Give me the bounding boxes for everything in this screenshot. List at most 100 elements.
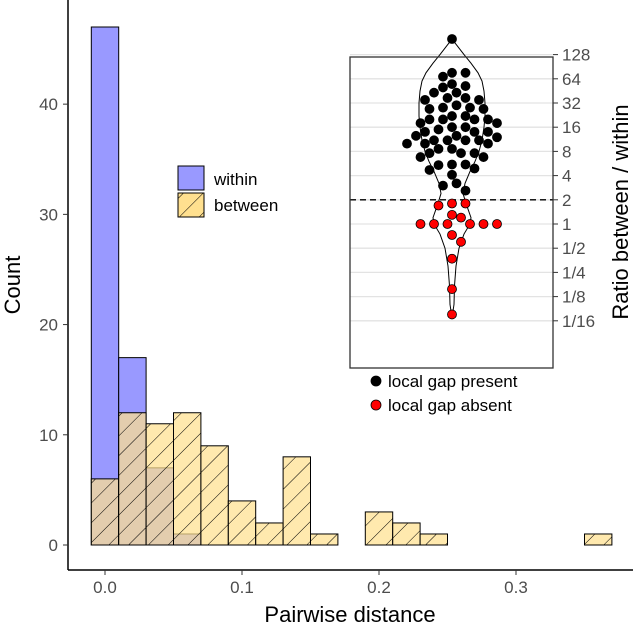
inset-violin-plot: 128 64 32 16 8 4 2 1 1/2 1/4 1/8 1/16 Ratio between …: [349, 34, 633, 415]
point-gap-present: [460, 111, 471, 121]
point-gap-present: [483, 138, 493, 149]
point-gap-present: [451, 87, 462, 98]
point-gap-present: [433, 160, 444, 171]
point-gap-absent: [447, 284, 457, 294]
point-gap-present: [433, 143, 444, 154]
inset-y-tick-label: 16: [562, 118, 581, 137]
point-gap-present: [415, 118, 426, 128]
point-gap-present: [447, 67, 457, 78]
y-tick-label: 10: [39, 426, 58, 445]
point-gap-absent: [442, 219, 453, 229]
bar-between-hatch: [310, 533, 339, 546]
point-gap-present: [438, 102, 448, 113]
legend-swatch-between-hatch: [177, 192, 205, 218]
legend-label-between: between: [214, 196, 278, 215]
point-gap-present: [483, 126, 493, 137]
point-gap-present: [420, 138, 430, 149]
y-tick-label: 0: [49, 536, 58, 555]
point-gap-absent: [492, 219, 502, 229]
bar-between-hatch: [200, 445, 229, 546]
bar-within: [90, 26, 120, 546]
inset-y-axis-label: Ratio between / within: [608, 104, 633, 319]
point-gap-present: [415, 152, 426, 162]
inset-y-tick-label: 128: [562, 46, 590, 65]
point-gap-present: [447, 79, 457, 89]
histogram-legend: within between: [177, 165, 278, 218]
point-gap-present: [460, 67, 471, 78]
bar-between-hatch: [584, 533, 613, 546]
point-gap-absent: [447, 209, 457, 220]
point-gap-present: [442, 93, 453, 103]
point-gap-absent: [433, 200, 444, 211]
point-gap-absent: [465, 219, 475, 229]
point-gap-present: [447, 34, 457, 44]
inset-y-tick-label: 1/8: [562, 288, 586, 307]
point-gap-absent: [447, 309, 457, 320]
inset-y-tick-label: 1/16: [562, 312, 595, 331]
point-gap-absent: [478, 219, 489, 229]
bar-between-hatch: [392, 522, 421, 546]
point-gap-present: [442, 135, 453, 146]
point-gap-present: [447, 159, 457, 170]
bar-between-hatch: [282, 456, 312, 546]
x-tick-label: 0.2: [367, 578, 391, 597]
point-gap-present: [447, 111, 457, 121]
inset-y-tick-label: 2: [562, 191, 571, 210]
point-gap-present: [411, 130, 421, 141]
inset-legend: local gap present local gap absent: [370, 372, 518, 415]
inset-y-tick-label: 8: [562, 142, 571, 161]
bar-between-hatch: [145, 423, 175, 546]
point-gap-present: [460, 185, 471, 196]
y-tick-label: 30: [39, 205, 58, 224]
point-gap-present: [474, 135, 484, 146]
point-gap-absent: [456, 212, 466, 223]
legend-dot-present: [370, 375, 382, 387]
legend-label-absent: local gap absent: [388, 396, 512, 415]
point-gap-present: [460, 159, 471, 170]
bar-between-hatch: [255, 522, 284, 546]
bar-between-hatch: [90, 478, 120, 546]
inset-y-tick-label: 1/2: [562, 239, 586, 258]
point-gap-present: [438, 180, 448, 191]
point-gap-present: [469, 126, 480, 137]
point-gap-absent: [429, 219, 439, 229]
point-gap-present: [474, 94, 484, 105]
point-gap-present: [451, 178, 462, 189]
point-gap-present: [460, 122, 471, 133]
point-gap-present: [438, 114, 448, 125]
point-gap-present: [465, 102, 475, 113]
y-axis-label: Count: [0, 256, 25, 315]
legend-dot-absent: [370, 399, 382, 411]
point-gap-present: [460, 93, 471, 103]
point-gap-present: [438, 82, 448, 93]
inset-y-tick-label: 1/4: [562, 263, 586, 282]
legend-label-present: local gap present: [388, 372, 518, 391]
x-tick-label: 0.3: [504, 578, 528, 597]
point-gap-present: [469, 114, 480, 125]
point-gap-present: [483, 114, 493, 125]
point-gap-present: [460, 81, 471, 91]
bar-between-hatch: [118, 412, 147, 546]
legend-swatch-within: [177, 165, 205, 191]
y-tick-label: 20: [39, 316, 58, 335]
inset-y-tick-label: 64: [562, 70, 581, 89]
point-gap-present: [424, 165, 435, 175]
point-gap-absent: [447, 198, 457, 209]
point-gap-present: [424, 104, 435, 114]
point-gap-absent: [460, 198, 471, 209]
point-gap-present: [447, 143, 457, 154]
bar-between-hatch: [364, 511, 394, 546]
point-gap-present: [469, 148, 480, 159]
point-gap-present: [478, 104, 489, 114]
bar-between-hatch: [173, 412, 202, 546]
point-gap-present: [447, 169, 457, 180]
point-gap-present: [451, 130, 462, 141]
point-gap-present: [451, 100, 462, 111]
point-gap-absent: [447, 230, 457, 240]
point-gap-present: [492, 118, 502, 128]
point-gap-present: [460, 135, 471, 146]
inset-y-tick-label: 32: [562, 94, 581, 113]
